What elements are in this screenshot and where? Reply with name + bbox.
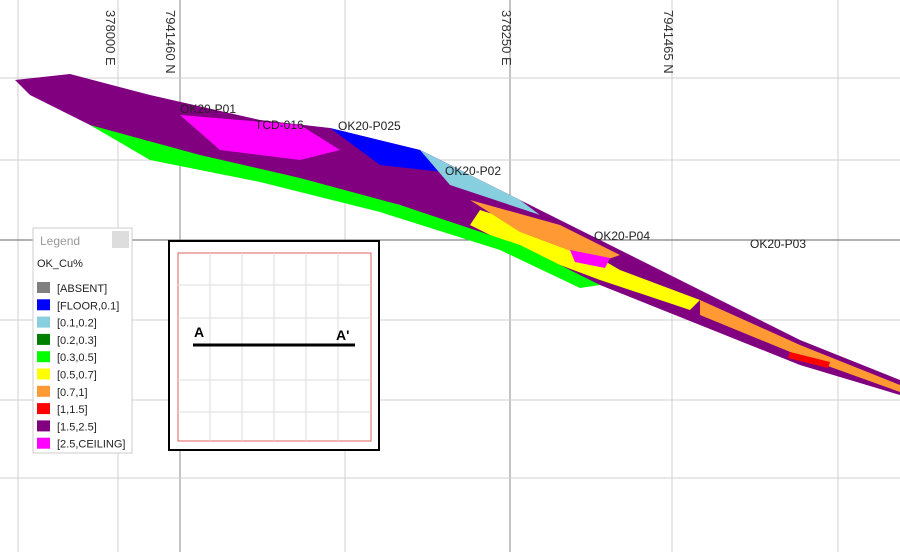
- legend-swatch: [37, 316, 50, 328]
- legend-label: [0.7,1]: [57, 387, 88, 399]
- legend-swatch: [37, 282, 50, 293]
- legend-label: [ABSENT]: [57, 283, 107, 295]
- legend-label: [FLOOR,0.1]: [57, 300, 119, 312]
- legend-field: OK_Cu%: [37, 258, 83, 270]
- drillhole-label: OK20-P02: [445, 164, 501, 178]
- orebody: [15, 74, 900, 395]
- legend-swatch: [37, 420, 50, 432]
- section-end: A': [336, 327, 349, 343]
- legend-label: [0.3,0.5]: [57, 352, 97, 364]
- drillhole-label: OK20-P04: [594, 229, 650, 243]
- legend-label: [0.1,0.2]: [57, 318, 97, 330]
- legend-swatch: [37, 437, 50, 449]
- legend-swatch: [37, 333, 50, 345]
- grid-label: 378250 E: [499, 10, 514, 66]
- labels: 378000 E 7941460 N 378250 E 7941465 N OK20-P…: [103, 10, 806, 251]
- legend-close[interactable]: [112, 231, 129, 248]
- legend-label: [1.5,2.5]: [57, 421, 97, 433]
- legend-label: [0.5,0.7]: [57, 370, 97, 382]
- inset: [168, 240, 380, 451]
- legend-label: [0.2,0.3]: [57, 335, 97, 347]
- legend-swatch: [37, 368, 50, 380]
- legend-swatch: [37, 403, 50, 415]
- legend-swatch: [37, 299, 50, 311]
- drillhole-label: TCD-016: [255, 118, 304, 132]
- legend-label: [1,1.5]: [57, 404, 88, 416]
- section-start: A: [194, 324, 204, 340]
- inset-grid: [178, 253, 371, 441]
- legend-label: [2.5,CEILING]: [57, 439, 125, 451]
- grid-label: 378000 E: [103, 10, 118, 66]
- drillhole-label: OK20-P03: [750, 237, 806, 251]
- drillhole-label: OK20-P025: [338, 119, 401, 133]
- grid-label: 7941460 N: [163, 10, 178, 74]
- drillhole-label: OK20-P01: [180, 102, 236, 116]
- grid-label: 7941465 N: [661, 10, 676, 74]
- inset-labels: A A': [194, 324, 349, 343]
- legend-swatch: [37, 351, 50, 363]
- legend: Legend OK_Cu% [ABSENT] [FLOOR,0.1] [0.1,0.2]…: [37, 234, 125, 451]
- legend-title: Legend: [40, 234, 80, 248]
- legend-swatch: [37, 385, 50, 397]
